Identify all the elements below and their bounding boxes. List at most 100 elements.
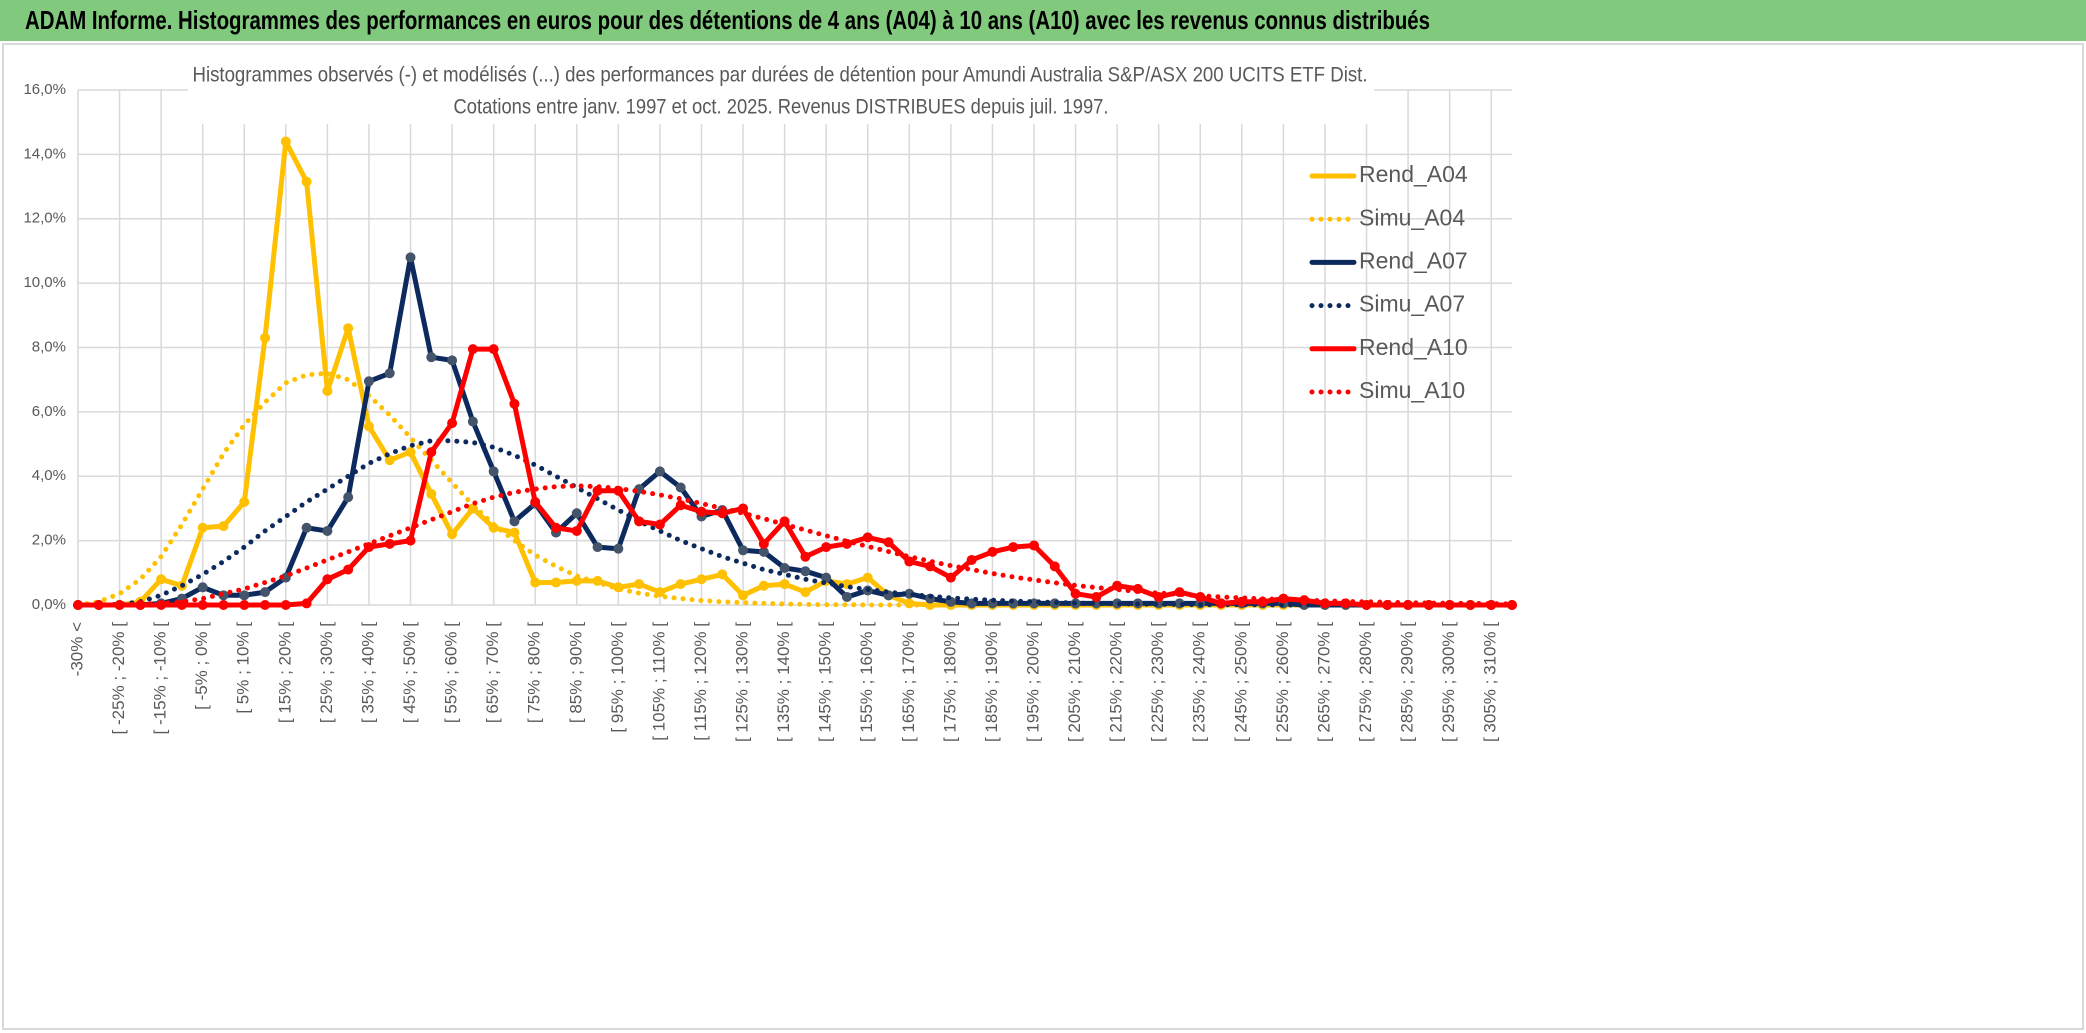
data-point [738,590,749,601]
x-tick-label: [ 95% ; 100% [ [608,622,627,733]
data-point [1008,542,1019,553]
chart-subtitle: Cotations entre janv. 1997 et oct. 2025.… [454,96,1109,119]
data-point [322,574,333,585]
y-tick-label: 4,0% [32,467,66,484]
legend-label: Rend_A10 [1359,334,1468,360]
data-point [343,492,354,503]
data-point [841,591,852,602]
data-point [363,376,374,387]
data-point [260,587,271,598]
y-tick-label: 10,0% [23,274,66,291]
y-tick-label: 2,0% [32,532,66,549]
y-tick-label: 0,0% [32,596,66,613]
x-tick-label: [ 15% ; 20% [ [275,622,294,723]
data-point [551,577,561,588]
data-point [800,551,811,562]
data-point [447,529,458,540]
header-title: ADAM Informe. Histogrammes des performan… [25,5,1430,35]
x-tick-label: [ 115% ; 120% [ [691,622,710,741]
x-tick-label: [ 35% ; 40% [ [358,622,377,723]
x-tick-label: [ 265% ; 270% [ [1314,622,1333,742]
data-point [239,497,250,507]
data-point [675,500,686,511]
x-tick-label: [ 135% ; 140% [ [774,622,793,742]
data-point [447,418,458,429]
data-point [675,482,686,493]
data-point [862,572,873,583]
legend-label: Rend_A07 [1359,247,1468,273]
x-tick-label: [ 165% ; 170% [ [899,622,918,742]
data-point [405,535,416,546]
data-point [654,466,665,477]
x-tick-label: [ 85% ; 90% [ [566,622,585,723]
data-point [197,522,208,533]
x-tick-label: [ 185% ; 190% [ [982,622,1001,742]
data-point [509,516,520,527]
data-point [239,600,250,610]
data-point [654,519,665,530]
data-point [218,521,229,532]
data-point [675,579,686,590]
data-point [634,579,645,590]
data-point [696,506,707,517]
data-point [613,543,624,554]
y-tick-label: 6,0% [32,403,66,420]
data-point [301,522,312,533]
legend-label: Simu_A04 [1359,204,1465,230]
data-point [301,176,312,187]
data-point [800,587,811,598]
data-point [1029,540,1039,551]
data-point [301,598,312,609]
data-point [758,580,769,591]
data-point [405,447,416,458]
x-tick-label: [ 205% ; 210% [ [1065,622,1084,742]
data-point [384,455,395,466]
x-tick-label: [ 295% ; 300% [ [1439,622,1458,742]
data-point [530,497,541,507]
data-point [800,566,811,577]
chart-frame [2,43,2084,1030]
data-point [862,532,873,543]
x-tick-label: -30% < [67,622,86,676]
y-tick-label: 12,0% [23,210,66,227]
data-point [197,600,208,610]
x-tick-label: [ 305% ; 310% [ [1481,622,1500,742]
x-tick-label: [ 75% ; 80% [ [525,622,544,723]
y-tick-label: 8,0% [32,338,66,355]
data-point [779,562,790,573]
data-point [280,136,291,147]
legend-label: Simu_A10 [1359,377,1465,403]
x-tick-label: [ 125% ; 130% [ [733,622,752,742]
x-tick-label: [ 215% ; 220% [ [1107,622,1126,742]
data-point [987,546,998,557]
x-tick-label: [ 65% ; 70% [ [483,622,502,723]
data-point [343,323,354,334]
x-tick-label: [ 245% ; 250% [ [1231,622,1250,742]
x-tick-label: [ 155% ; 160% [ [857,622,876,742]
legend: Rend_A04 Simu_A04 Rend_A07 Simu_A07 Rend_A10… [1309,161,1468,403]
data-point [156,574,167,585]
x-tick-label: [ -5% ; 0% [ [192,622,211,710]
x-tick-label: [ 145% ; 150% [ [816,622,835,742]
data-point [405,252,416,263]
data-point [821,542,832,553]
data-point [280,600,291,610]
legend-label: Rend_A04 [1359,161,1468,187]
data-point [592,542,603,553]
data-point [467,416,478,427]
chart-title: Histogrammes observés (-) et modélisés (… [193,64,1368,87]
data-point [488,344,499,355]
data-point [426,447,437,458]
data-point [467,344,478,355]
header-band [0,0,2086,41]
x-tick-label: [ 275% ; 280% [ [1356,622,1375,742]
x-tick-label: [ -15% ; -10% [ [151,622,170,735]
series-line [75,483,1515,608]
data-point [779,579,790,590]
data-point [322,385,333,396]
data-point [634,516,645,527]
data-point [758,538,769,549]
data-point [426,488,437,499]
